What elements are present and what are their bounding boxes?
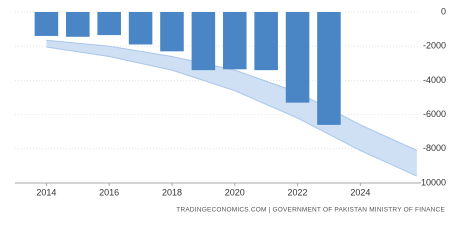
bar — [222, 12, 247, 70]
y-tick-label: -6000 — [423, 109, 446, 119]
x-tick-label: 2016 — [99, 187, 119, 197]
y-tick-label: -2000 — [423, 41, 446, 51]
chart: TRADINGECONOMICS.COM | GOVERNMENT OF PAK… — [15, 6, 446, 214]
forecast-band-lower — [46, 46, 418, 177]
y-tick-label: -8000 — [423, 143, 446, 153]
x-tick-label: 2018 — [162, 187, 182, 197]
bar — [160, 12, 184, 52]
bar — [128, 12, 153, 45]
x-tick-label: 2020 — [225, 187, 245, 197]
x-tick-label: 2022 — [288, 187, 308, 197]
y-tick-label: -10000 — [418, 177, 446, 187]
x-tick-label: 2024 — [350, 187, 370, 197]
bar — [66, 12, 90, 37]
source-note: TRADINGECONOMICS.COM | GOVERNMENT OF PAK… — [176, 207, 445, 214]
bar — [97, 12, 121, 36]
bar — [285, 12, 310, 103]
y-tick-label: 0 — [441, 6, 446, 16]
x-tick-label: 2014 — [36, 187, 56, 197]
bar — [317, 12, 341, 125]
bar — [34, 12, 59, 36]
bar — [254, 12, 278, 71]
bar — [191, 12, 216, 71]
y-tick-label: -4000 — [423, 75, 446, 85]
forecast-band-upper — [46, 39, 418, 151]
